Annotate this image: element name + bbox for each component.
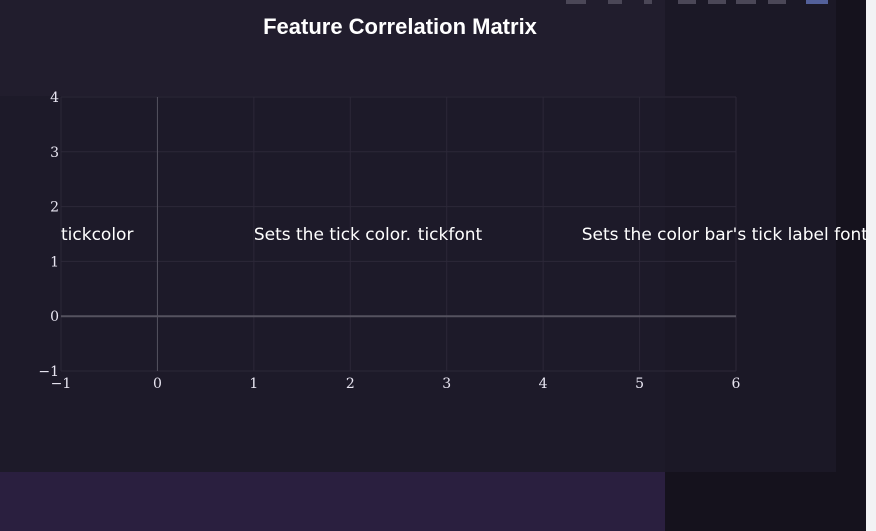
y-tick-label: 4	[50, 90, 59, 106]
y-tick-label: 3	[50, 145, 59, 161]
x-tick-label: 6	[732, 376, 741, 392]
y-tick-label: 0	[50, 309, 59, 325]
autoscale-icon[interactable]	[736, 0, 756, 4]
bottom-band	[0, 472, 665, 531]
x-tick-label: 5	[635, 376, 644, 392]
chart-title: Feature Correlation Matrix	[263, 14, 537, 39]
pan-icon[interactable]	[644, 0, 652, 4]
x-tick-label: 4	[539, 376, 548, 392]
window-edge	[866, 0, 876, 531]
x-tick-label: 1	[249, 376, 258, 392]
x-tick-label: −1	[51, 376, 72, 392]
reset-axes-icon[interactable]	[768, 0, 786, 4]
zero-lines	[61, 97, 736, 371]
y-tick-label: 1	[50, 254, 59, 270]
annotations: tickcolor Sets the tick color. tickfont Set…	[61, 225, 868, 245]
zoom-out-icon[interactable]	[708, 0, 726, 4]
tick-labels: −1 0 1 2 3 4 5 6 −1 0 1 2 3 4	[38, 90, 740, 392]
x-tick-label: 3	[442, 376, 451, 392]
annotation-text: Sets the color bar's tick label font	[582, 225, 869, 245]
plotly-logo-icon[interactable]	[806, 0, 828, 4]
zoom-in-icon[interactable]	[678, 0, 696, 4]
annotation-text: Sets the tick color.	[254, 225, 411, 245]
camera-icon[interactable]	[566, 0, 586, 4]
x-tick-label: 2	[346, 376, 355, 392]
x-tick-label: 0	[153, 376, 162, 392]
zoom-icon[interactable]	[608, 0, 622, 4]
y-tick-label: −1	[38, 364, 59, 380]
right-strip	[665, 0, 836, 472]
grid-lines	[60, 96, 737, 372]
annotation-text: tickfont	[418, 225, 483, 245]
title-band	[0, 0, 665, 96]
annotation-text: tickcolor	[61, 225, 133, 245]
y-tick-label: 2	[50, 200, 59, 216]
